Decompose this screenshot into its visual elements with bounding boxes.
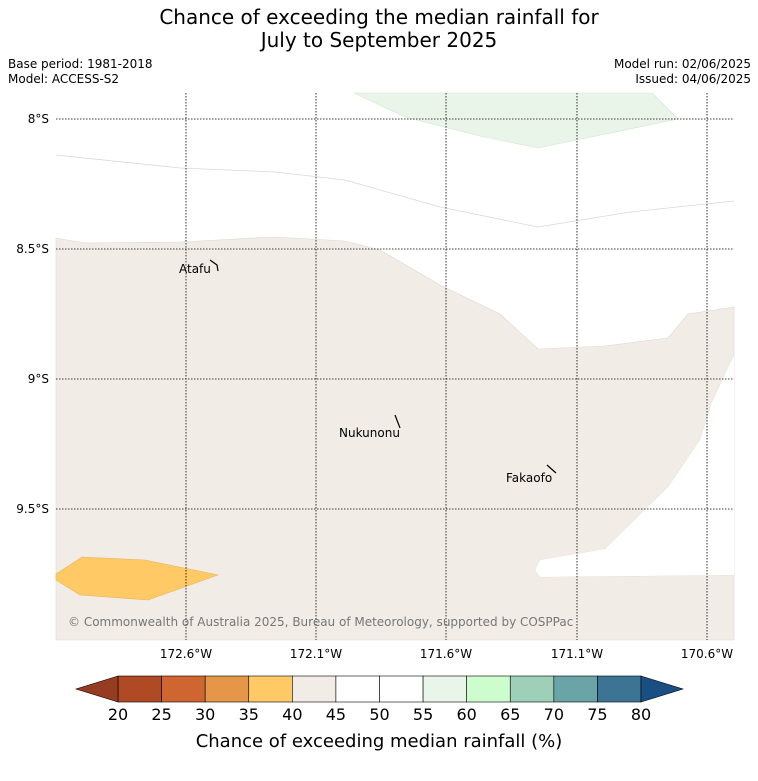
base-period: Base period: 1981-2018 — [8, 57, 153, 71]
contour-line — [55, 154, 735, 228]
place-label-nukunonu: Nukunonu — [339, 426, 400, 440]
nukunonu-atoll — [394, 414, 401, 429]
colorbar-tick-label: 30 — [194, 705, 216, 724]
lat-label-9-5s: 9.5°S — [16, 502, 49, 516]
colorbar-segment — [379, 675, 424, 703]
colorbar-tick-label: 45 — [325, 705, 347, 724]
colorbar-segment — [161, 675, 206, 703]
gridlines — [56, 93, 734, 640]
colorbar-segment — [117, 675, 162, 703]
atafu-atoll — [209, 259, 219, 272]
lat-label-8-5s: 8.5°S — [16, 242, 49, 256]
place-label-fakaofo: Fakaofo — [506, 471, 552, 485]
colorbar-segment — [597, 675, 642, 703]
colorbar-segment — [553, 675, 598, 703]
colorbar — [74, 675, 685, 703]
colorbar-segment — [422, 675, 467, 703]
lon-label-170-6w: 170.6°W — [680, 647, 734, 661]
lat-label-8s: 8°S — [27, 112, 49, 126]
region-35-40 — [55, 556, 220, 601]
title-line-1: Chance of exceeding the median rainfall … — [159, 5, 599, 29]
colorbar-tick-label: 25 — [151, 705, 172, 724]
region-55-60 — [353, 92, 679, 149]
colorbar-over-arrow — [640, 675, 685, 703]
lon-label-171-1w: 171.1°W — [550, 647, 604, 661]
region-white-gap — [535, 355, 734, 577]
colorbar-segment — [204, 675, 250, 703]
place-label-atafu: Atafu — [179, 262, 211, 276]
colorbar-segment — [248, 675, 293, 703]
issued-date: Issued: 04/06/2025 — [635, 72, 751, 86]
fakaofo-atoll — [546, 464, 557, 474]
colorbar-segment — [509, 675, 555, 703]
colorbar-segment — [466, 675, 511, 703]
meta-right: Model run: 02/06/2025 Issued: 04/06/2025 — [614, 57, 751, 87]
colorbar-tick-label: 20 — [107, 705, 129, 724]
colorbar-tick-label: 75 — [587, 705, 608, 724]
colorbar-segment — [292, 675, 337, 703]
colorbar-tick-label: 80 — [630, 705, 652, 724]
colorbar-segment — [335, 675, 380, 703]
title-line-2: July to September 2025 — [260, 28, 498, 52]
lon-label-172-6w: 172.6°W — [159, 647, 213, 661]
colorbar-tick-label: 50 — [369, 705, 390, 724]
colorbar-tick-label: 40 — [282, 705, 303, 724]
lat-label-9s: 9°S — [27, 372, 49, 386]
colorbar-tick-label: 60 — [456, 705, 477, 724]
lon-label-172-1w: 172.1°W — [289, 647, 343, 661]
lon-label-171-6w: 171.6°W — [419, 647, 473, 661]
colorbar-under-arrow — [74, 675, 119, 703]
colorbar-tick-label: 55 — [412, 705, 434, 724]
model-name: Model: ACCESS-S2 — [8, 72, 120, 86]
meta-left: Base period: 1981-2018 Model: ACCESS-S2 — [8, 57, 153, 87]
copyright-notice: © Commonwealth of Australia 2025, Bureau… — [68, 615, 573, 629]
colorbar-tick-label: 70 — [543, 705, 565, 724]
map-title: Chance of exceeding the median rainfall … — [0, 6, 758, 52]
colorbar-title: Chance of exceeding median rainfall (%) — [195, 731, 563, 752]
colorbar-tick-label: 35 — [238, 705, 259, 724]
colorbar-tick-label: 65 — [500, 705, 521, 724]
model-run: Model run: 02/06/2025 — [613, 57, 751, 71]
